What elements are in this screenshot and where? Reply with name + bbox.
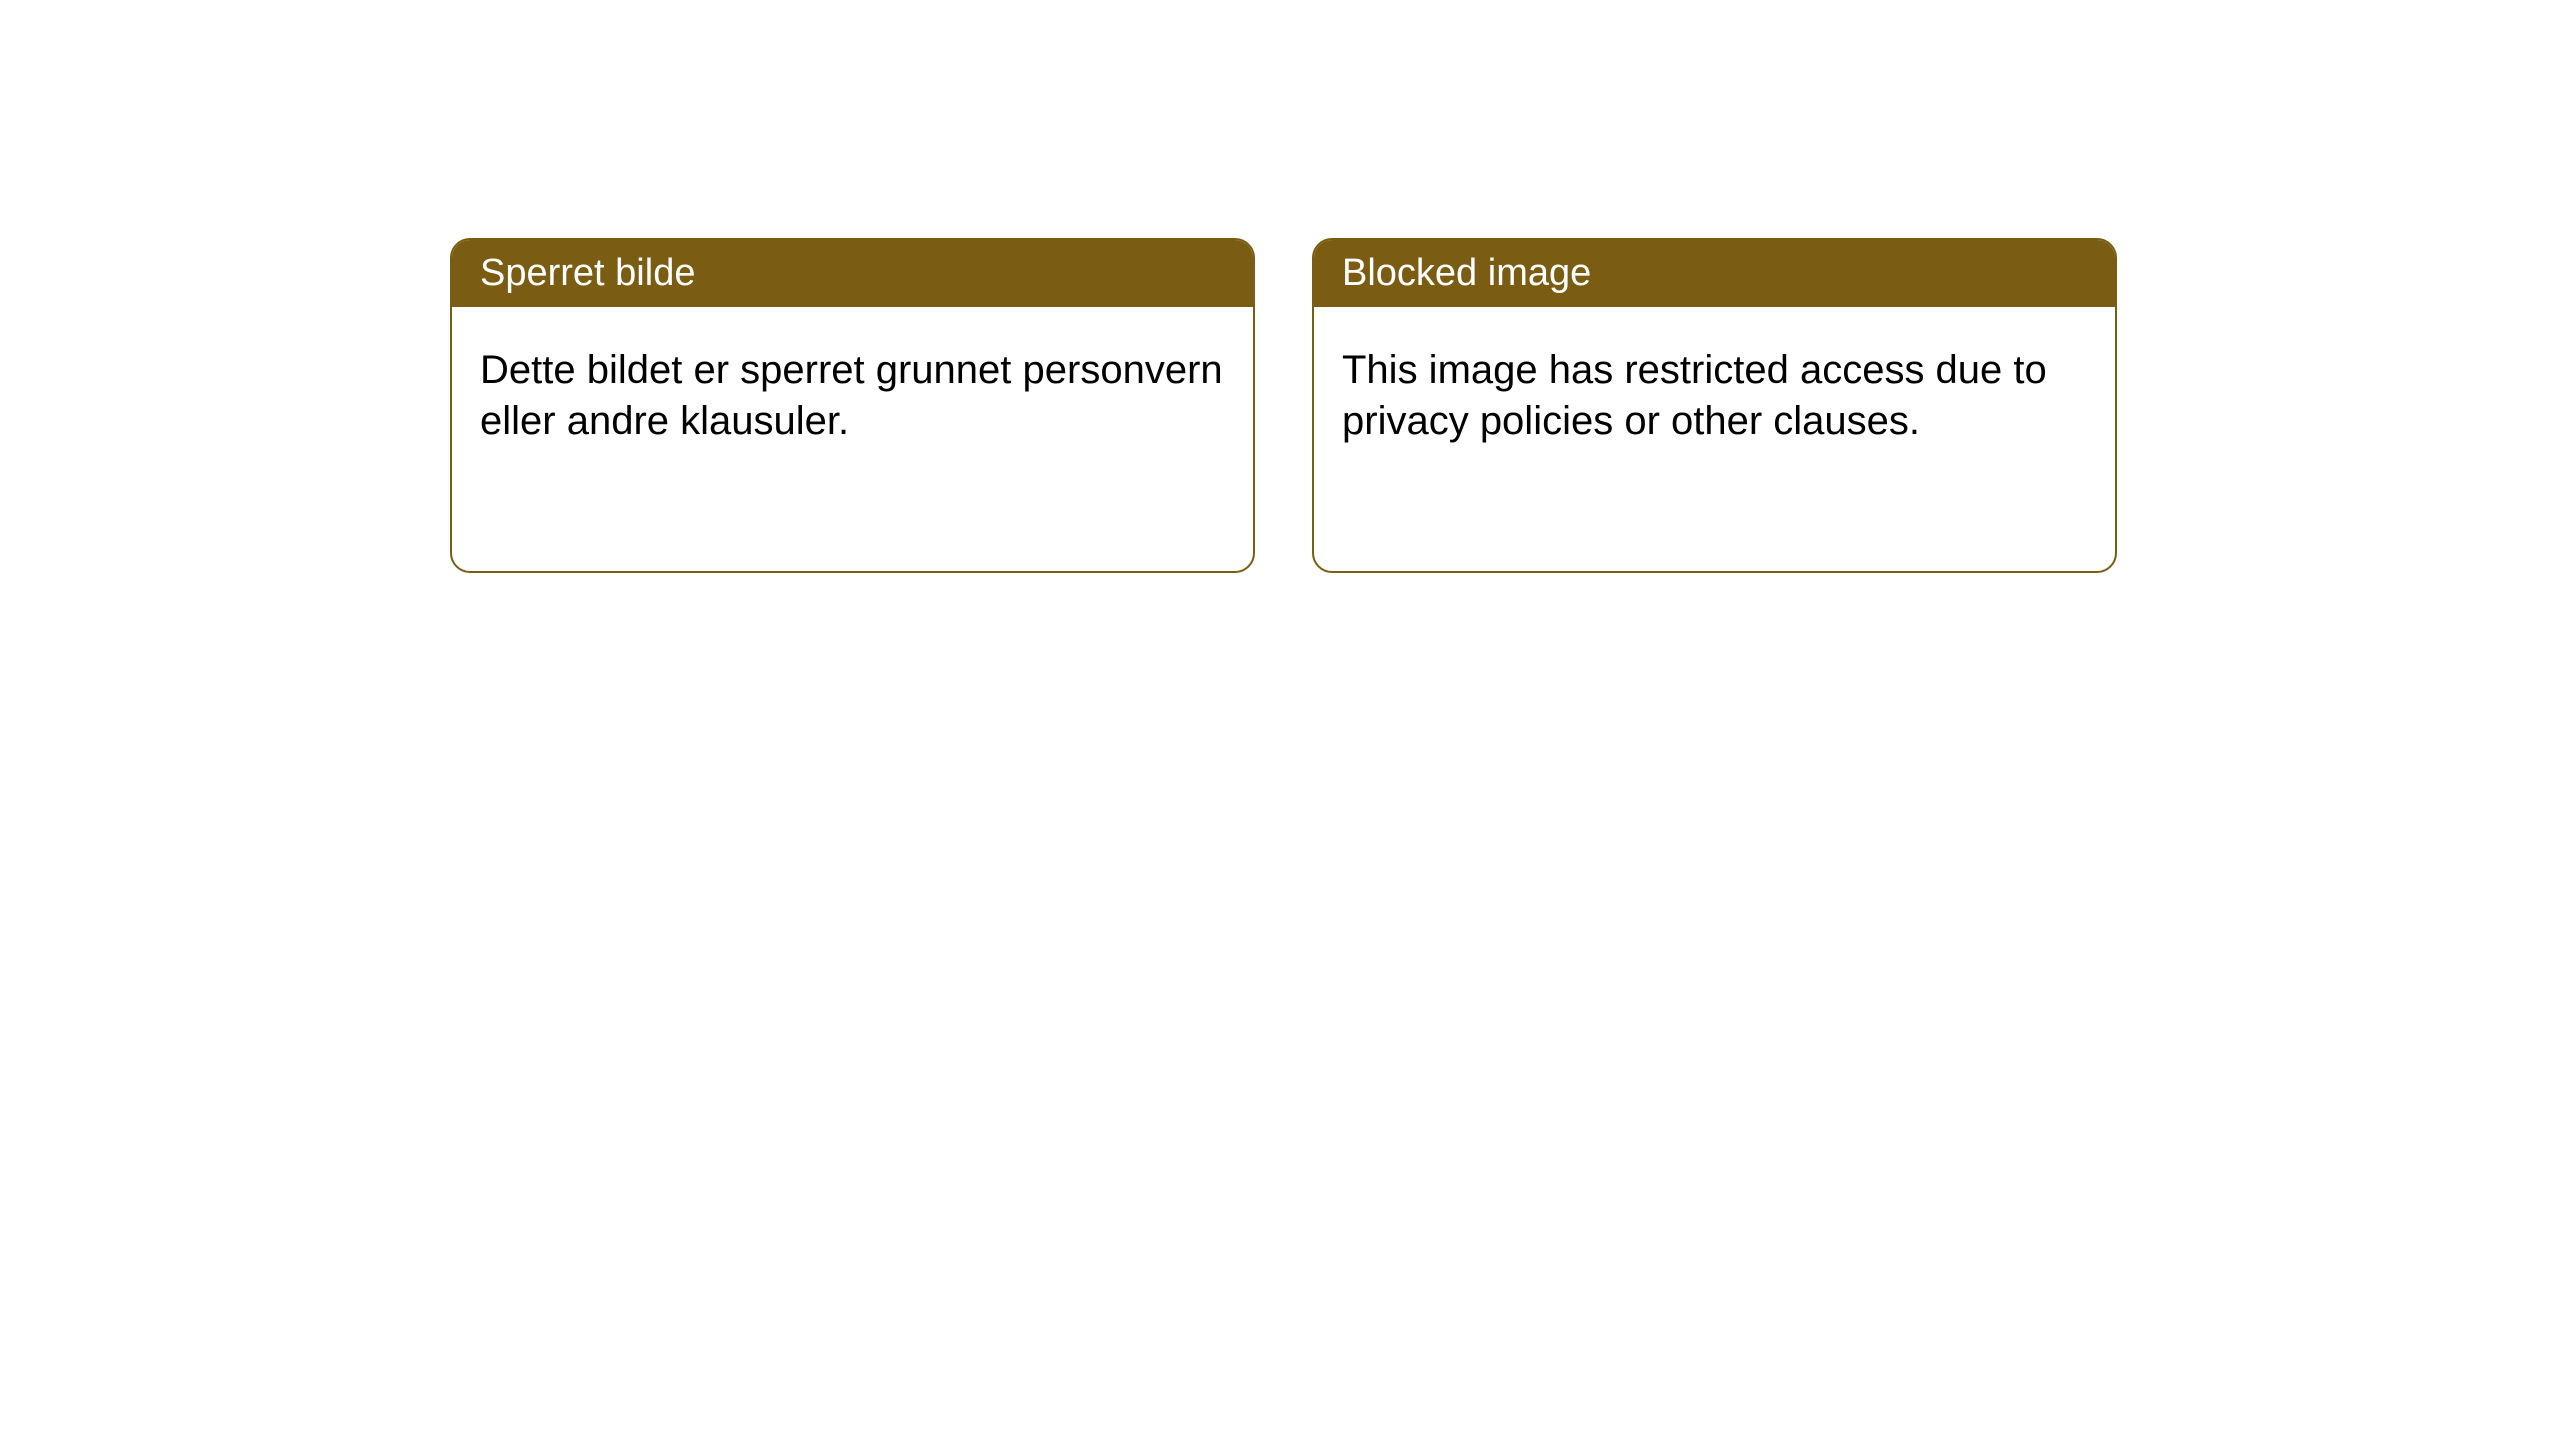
blocked-image-card-no: Sperret bilde Dette bildet er sperret gr… — [450, 238, 1255, 573]
card-title-no: Sperret bilde — [452, 240, 1253, 307]
card-title-en: Blocked image — [1314, 240, 2115, 307]
card-body-en: This image has restricted access due to … — [1314, 307, 2115, 485]
card-body-no: Dette bildet er sperret grunnet personve… — [452, 307, 1253, 485]
notice-card-row: Sperret bilde Dette bildet er sperret gr… — [0, 0, 2560, 573]
blocked-image-card-en: Blocked image This image has restricted … — [1312, 238, 2117, 573]
